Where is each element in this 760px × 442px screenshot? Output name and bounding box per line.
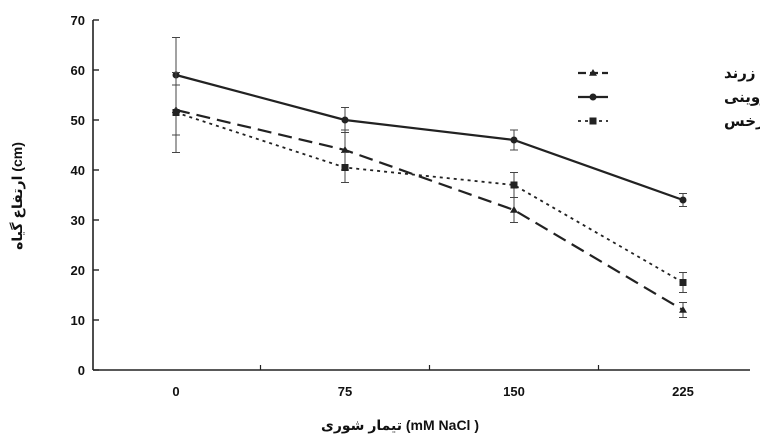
legend-marker [589, 93, 597, 101]
legend-label: بادامی زرند [724, 65, 760, 82]
legend: بادامی زرند قزوینی سرخس [578, 65, 760, 130]
y-tick-label: 60 [71, 63, 85, 78]
x-tick-label: 150 [503, 384, 525, 399]
axes [92, 20, 750, 371]
legend-item-2: قزوینی [578, 89, 760, 106]
legend-label: قزوینی [724, 89, 760, 106]
data-point [341, 116, 349, 124]
y-tick-label: 30 [71, 213, 85, 228]
legend-item-1: بادامی زرند [578, 65, 760, 82]
data-point [679, 279, 687, 286]
series-1 [172, 84, 687, 318]
y-tick-label: 50 [71, 113, 85, 128]
series-3 [172, 72, 687, 293]
y-tick-label: 40 [71, 163, 85, 178]
data-point [510, 136, 518, 144]
series-line [175, 108, 684, 311]
data-point [679, 196, 687, 204]
legend-item-3: سرخس [578, 113, 760, 130]
data-point [679, 306, 687, 313]
y-tick-label: 10 [71, 313, 85, 328]
x-tick-label: 75 [338, 384, 352, 399]
y-tick-label: 20 [71, 263, 85, 278]
legend-label: سرخس [724, 113, 760, 130]
data-point [510, 181, 518, 189]
x-tick-label: 0 [172, 384, 179, 399]
y-tick-label: 70 [71, 13, 85, 28]
x-tick-label: 225 [672, 384, 694, 399]
data-point [341, 164, 349, 171]
legend-marker [589, 69, 597, 76]
y-tick-label: 0 [78, 363, 85, 378]
series-line [175, 73, 684, 202]
series [172, 37, 687, 318]
data-point [341, 146, 349, 153]
y-axis-title: ارتفاع گیاه (cm) [9, 142, 25, 250]
ticks: 0 10 20 30 40 50 60 70 0 75 150 225 [71, 13, 694, 399]
x-axis-title: تیمار شوری (mM NaCl ) [321, 417, 479, 434]
series-line [175, 111, 684, 284]
data-point [172, 109, 180, 116]
data-point [510, 206, 518, 213]
legend-marker [589, 117, 597, 125]
